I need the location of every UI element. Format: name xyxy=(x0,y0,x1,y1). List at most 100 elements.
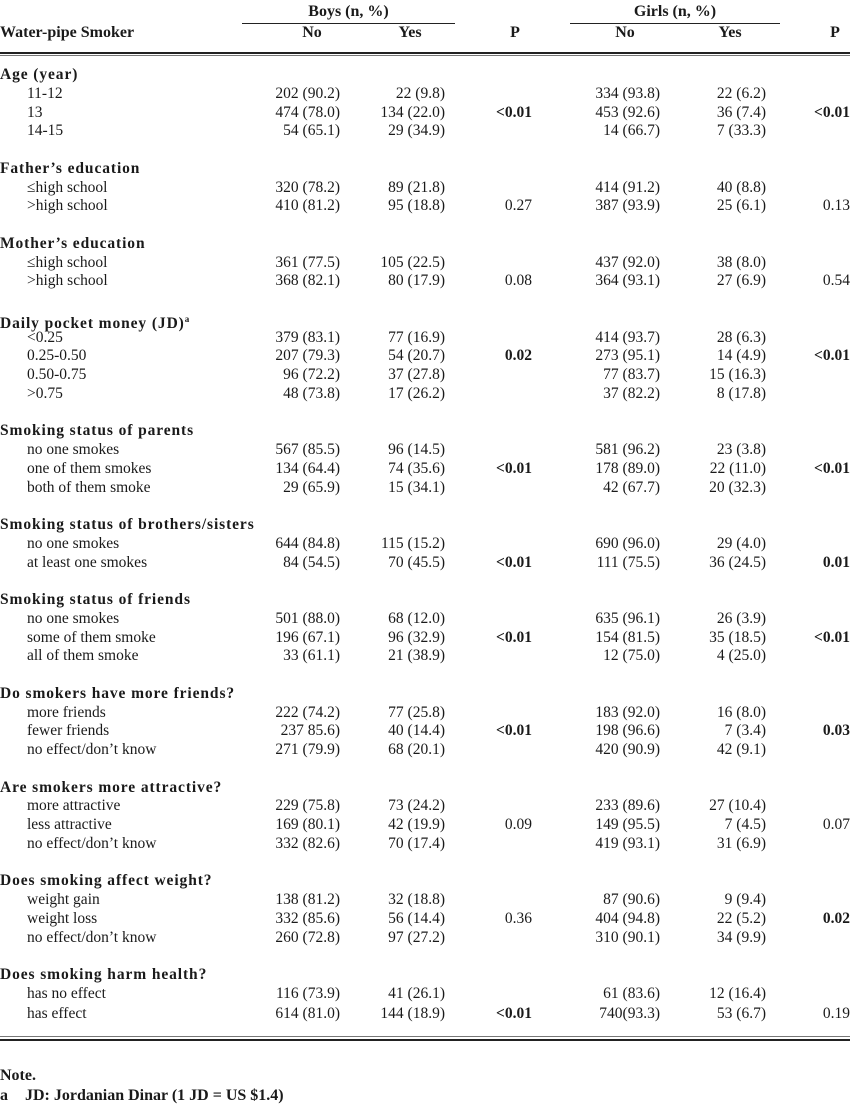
boys-no-cell: 368 (82.1) xyxy=(275,272,340,290)
table-row: 0.50-0.75 96 (72.2) 37 (27.8) 77 (83.7) 15 (… xyxy=(0,366,850,385)
girls-no-cell: 420 (90.9) xyxy=(595,741,660,758)
category-heading: Does smoking affect weight? xyxy=(0,872,212,890)
boys-no-cell: 332 (82.6) xyxy=(275,834,340,852)
boys-no-cell: 48 (73.8) xyxy=(283,384,340,402)
girls-no-cell: 635 (96.1) xyxy=(595,609,660,627)
boys-p-value: <0.01 xyxy=(496,1004,532,1022)
boys-yes-cell: 144 (18.9) xyxy=(380,1004,445,1022)
row-label: no one smokes xyxy=(27,441,120,458)
girls-no-header: No xyxy=(615,24,635,41)
table-row: >0.75 48 (73.8) 17 (26.2) 37 (82.2) 8 (17.8) xyxy=(0,385,850,404)
boys-yes-cell: 96 (32.9) xyxy=(388,628,445,646)
category-heading-row: Smoking status of brothers/sisters xyxy=(0,516,850,535)
girls-no-cell: 334 (93.8) xyxy=(595,84,660,102)
girls-no-cell: 419 (93.1) xyxy=(595,834,660,852)
girls-yes-cell: 27 (6.9) xyxy=(716,272,766,290)
girls-yes-cell: 14 (4.9) xyxy=(716,347,766,365)
table-row: has effect 614 (81.0) 144 (18.9) <0.01 740(9… xyxy=(0,1005,850,1024)
row-label: no effect/don’t know xyxy=(27,928,157,946)
boys-yes-cell: 97 (27.2) xyxy=(388,928,445,946)
row-label: no effect/don’t know xyxy=(27,741,157,758)
girls-yes-cell: 27 (10.4) xyxy=(709,797,766,815)
girls-yes-cell: 34 (9.9) xyxy=(716,928,766,946)
girls-no-cell: 310 (90.1) xyxy=(595,928,660,946)
category-heading: Father’s education xyxy=(0,160,140,178)
row-label: >high school xyxy=(27,272,108,290)
category-heading: Do smokers have more friends? xyxy=(0,685,235,703)
row-label: 0.25-0.50 xyxy=(27,347,87,365)
row-label: more attractive xyxy=(27,797,121,815)
boys-yes-cell: 32 (18.8) xyxy=(388,891,445,908)
note-marker: a xyxy=(0,1087,8,1104)
boys-yes-cell: 115 (15.2) xyxy=(381,534,445,552)
row-label-header: Water-pipe Smoker xyxy=(0,24,135,41)
boys-no-cell: 474 (78.0) xyxy=(275,103,340,121)
girls-no-cell: 437 (92.0) xyxy=(595,253,660,271)
category-heading-row: Age (year) xyxy=(0,66,850,85)
boys-no-cell: 229 (75.8) xyxy=(275,797,340,815)
boys-no-cell: 614 (81.0) xyxy=(275,1004,340,1022)
boys-no-cell: 96 (72.2) xyxy=(283,366,340,383)
category-heading-row: Does smoking harm health? xyxy=(0,966,850,985)
boys-yes-cell: 68 (12.0) xyxy=(388,609,445,627)
girls-no-cell: 387 (93.9) xyxy=(595,197,660,215)
table-row: some of them smoke 196 (67.1) 96 (32.9) <0.… xyxy=(0,629,850,648)
category-heading: Daily pocket money (JD)a xyxy=(0,310,190,333)
girls-yes-cell: 36 (24.5) xyxy=(709,553,766,571)
girls-no-cell: 61 (83.6) xyxy=(603,984,660,1002)
girls-yes-cell: 28 (6.3) xyxy=(716,328,766,346)
boys-yes-cell: 70 (17.4) xyxy=(388,834,445,852)
row-label: 13 xyxy=(27,103,43,121)
boys-no-cell: 202 (90.2) xyxy=(275,84,340,102)
girls-no-cell: 37 (82.2) xyxy=(603,384,660,402)
girls-no-cell: 149 (95.5) xyxy=(595,816,660,833)
row-label: >0.75 xyxy=(27,384,63,402)
girls-yes-cell: 38 (8.0) xyxy=(716,253,766,271)
table-row: has no effect 116 (73.9) 41 (26.1) 61 (83.6… xyxy=(0,985,850,1004)
boys-p-value: 0.09 xyxy=(504,816,532,833)
girls-p-value: 0.19 xyxy=(822,1004,850,1022)
girls-no-cell: 178 (89.0) xyxy=(595,459,660,477)
boys-p-value: 0.02 xyxy=(504,347,532,365)
table-row: no effect/don’t know 271 (79.9) 68 (20.1) 4… xyxy=(0,741,850,760)
girls-no-cell: 77 (83.7) xyxy=(603,366,660,383)
footer-thick-rule xyxy=(0,1039,850,1041)
table-row: <0.25 379 (83.1) 77 (16.9) 414 (93.7) 28 (6.… xyxy=(0,329,850,348)
category-heading-row: Smoking status of friends xyxy=(0,591,850,610)
girls-p-value: <0.01 xyxy=(814,347,850,365)
girls-yes-cell: 42 (9.1) xyxy=(716,741,766,758)
boys-yes-cell: 73 (24.2) xyxy=(388,797,445,815)
category-heading-text: Smoking status of friends xyxy=(0,591,191,608)
girls-p-value: 0.03 xyxy=(822,722,850,740)
girls-p-value: <0.01 xyxy=(814,628,850,646)
boys-yes-cell: 96 (14.5) xyxy=(388,441,445,458)
boys-no-cell: 271 (79.9) xyxy=(275,741,340,758)
row-label: no effect/don’t know xyxy=(27,834,157,852)
row-label: one of them smokes xyxy=(27,459,152,477)
note-text: JD: Jordanian Dinar (1 JD = US $1.4) xyxy=(25,1087,284,1104)
row-label: <0.25 xyxy=(27,328,63,346)
boys-yes-cell: 56 (14.4) xyxy=(388,909,445,927)
table-row: 13 474 (78.0) 134 (22.0) <0.01 453 (92.6) 36 … xyxy=(0,104,850,123)
boys-no-cell: 379 (83.1) xyxy=(275,328,340,346)
row-label: no one smokes xyxy=(27,609,120,627)
boys-p-value: <0.01 xyxy=(496,459,532,477)
girls-yes-cell: 25 (6.1) xyxy=(716,197,766,215)
row-label: 14-15 xyxy=(27,122,64,140)
boys-p-value: <0.01 xyxy=(496,553,532,571)
category-heading: Smoking status of brothers/sisters xyxy=(0,516,255,534)
boys-yes-cell: 105 (22.5) xyxy=(380,253,445,271)
girls-no-cell: 273 (95.1) xyxy=(595,347,660,365)
boys-p-value: 0.08 xyxy=(504,272,532,290)
boys-yes-cell: 54 (20.7) xyxy=(388,347,445,365)
boys-p-value: 0.36 xyxy=(504,909,532,927)
boys-yes-cell: 21 (38.9) xyxy=(388,647,445,665)
boys-p-value: <0.01 xyxy=(496,628,532,646)
boys-yes-cell: 77 (16.9) xyxy=(388,328,445,346)
boys-no-cell: 644 (84.8) xyxy=(275,534,340,552)
category-heading: Smoking status of friends xyxy=(0,591,191,609)
table-row: no one smokes 567 (85.5) 96 (14.5) 581 (96.… xyxy=(0,441,850,460)
girls-no-cell: 581 (96.2) xyxy=(595,441,660,458)
girls-no-cell: 42 (67.7) xyxy=(603,478,660,496)
girls-yes-cell: 35 (18.5) xyxy=(709,628,766,646)
